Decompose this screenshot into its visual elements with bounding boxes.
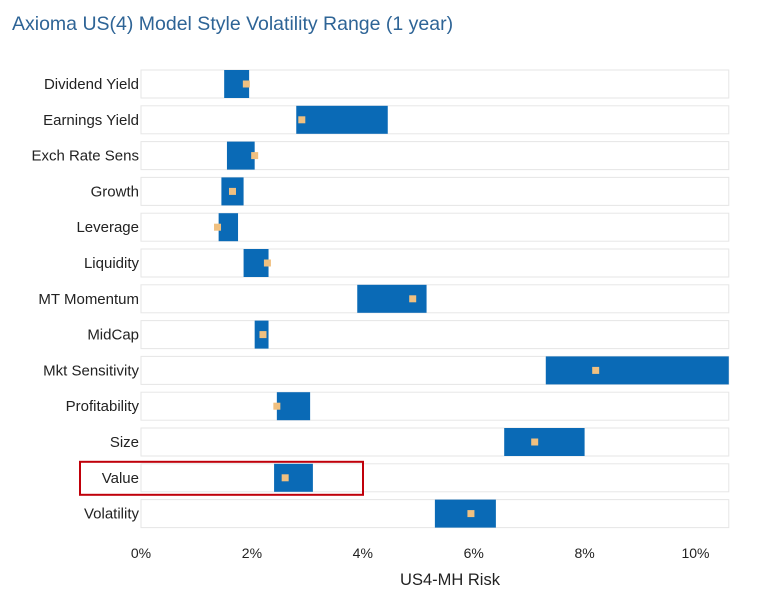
range-bar-leverage — [218, 213, 239, 242]
current-marker-liquidity — [263, 259, 271, 267]
category-label-midcap: MidCap — [87, 327, 139, 344]
range-bar-size — [504, 428, 585, 456]
category-label-size: Size — [110, 434, 139, 451]
x-tick-label: 6% — [464, 545, 484, 561]
x-tick-label: 2% — [242, 545, 262, 561]
x-tick-label: 4% — [353, 545, 373, 561]
current-marker-leverage — [214, 223, 222, 231]
row-band-leverage — [140, 212, 730, 242]
category-label-value: Value — [102, 470, 139, 487]
category-label-liquidity: Liquidity — [84, 255, 140, 272]
category-label-dividend-yield: Dividend Yield — [44, 76, 139, 93]
range-bar-value — [274, 463, 313, 492]
row-band-liquidity — [140, 248, 730, 278]
current-marker-mkt-sensitivity — [592, 366, 600, 374]
row-band-value — [140, 463, 730, 493]
range-bar-earnings-yield — [296, 105, 388, 134]
category-label-mkt-sensitivity: Mkt Sensitivity — [43, 362, 139, 379]
x-tick-label: 0% — [131, 545, 151, 561]
x-tick-label: 10% — [681, 545, 709, 561]
category-label-exch-rate-sens: Exch Rate Sens — [31, 148, 139, 165]
current-marker-size — [531, 438, 539, 446]
current-marker-midcap — [259, 331, 267, 339]
chart-title: Axioma US(4) Model Style Volatility Rang… — [12, 13, 454, 35]
category-label-volatility: Volatility — [84, 506, 140, 523]
range-bar-mkt-sensitivity — [545, 356, 729, 385]
row-band-midcap — [140, 320, 730, 350]
current-marker-volatility — [467, 510, 475, 518]
current-marker-exch-rate-sens — [251, 152, 259, 160]
category-label-earnings-yield: Earnings Yield — [43, 112, 139, 129]
row-band-mt-momentum — [140, 284, 730, 314]
range-bar-exch-rate-sens — [226, 141, 255, 170]
current-marker-mt-momentum — [409, 295, 417, 303]
category-label-profitability: Profitability — [66, 398, 140, 415]
row-band-earnings-yield — [140, 105, 730, 135]
range-bar-profitability — [276, 392, 311, 421]
category-label-growth: Growth — [91, 183, 139, 200]
current-marker-value — [281, 474, 289, 482]
x-tick-label: 8% — [574, 545, 594, 561]
current-marker-profitability — [273, 402, 281, 410]
current-marker-dividend-yield — [242, 80, 250, 88]
current-marker-growth — [228, 187, 236, 195]
row-band-size — [140, 427, 730, 457]
current-marker-earnings-yield — [298, 116, 306, 124]
highlight-box-value — [79, 460, 364, 496]
category-label-leverage: Leverage — [76, 219, 139, 236]
range-bar-volatility — [434, 499, 496, 528]
category-label-mt-momentum: MT Momentum — [38, 291, 139, 308]
row-band-profitability — [140, 391, 730, 421]
x-axis-title: US4-MH Risk — [400, 571, 501, 589]
